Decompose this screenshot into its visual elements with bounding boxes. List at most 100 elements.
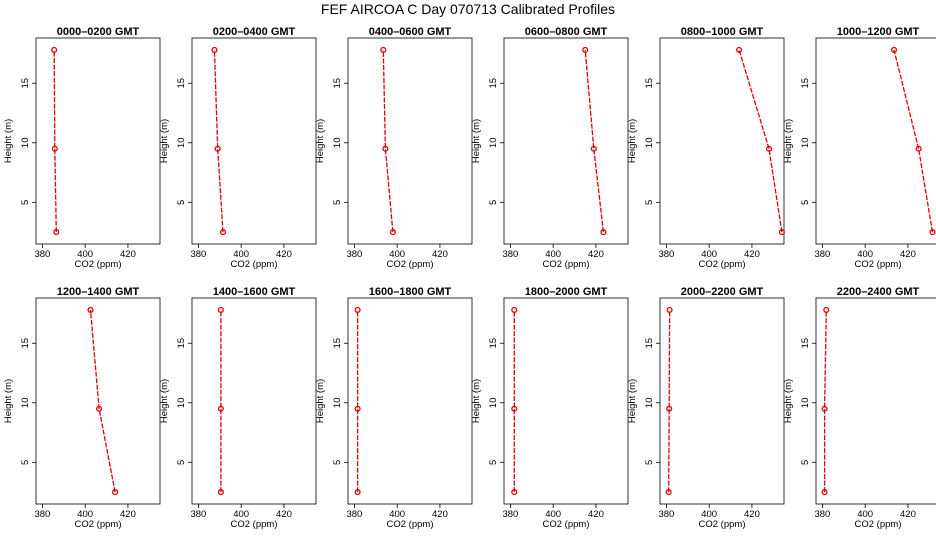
y-tick-label: 5 [644,200,655,205]
data-point [112,489,119,496]
y-tick-label: 10 [488,397,499,408]
panel: 1600–1800 GMT 380 400 420 5 10 15 CO2 (ppm) Heig… [315,286,473,530]
x-tick-label: 400 [857,249,873,260]
panels-grid: 0000–0200 GMT 380 400 420 5 10 15 CO2 (ppm) Heig… [3,26,936,530]
data-point [380,46,387,53]
profile-line [89,309,116,493]
x-tick-label: 420 [120,509,136,520]
y-axis-label: Height (m) [471,379,482,423]
profile-line [667,309,671,493]
y-tick-label: 5 [176,200,187,205]
y-tick-label: 15 [644,78,655,89]
y-axis-label: Height (m) [471,119,482,163]
plot-frame [815,297,936,505]
y-tick-label: 10 [800,397,811,408]
x-tick-label: 400 [701,249,717,260]
plot-frame [503,37,629,245]
data-point [765,145,773,152]
y-tick-label: 15 [800,78,811,89]
x-tick-label: 420 [900,249,916,260]
profile-line [893,49,934,233]
y-axis-label: Height (m) [3,119,14,163]
x-tick-label: 400 [389,249,405,260]
data-point [665,489,672,496]
x-axis-label: CO2 (ppm) [387,519,434,530]
data-point [600,229,607,236]
y-tick-label: 5 [800,200,811,205]
y-tick-label: 10 [176,397,187,408]
x-tick-label: 400 [77,249,93,260]
data-point [511,489,518,496]
y-tick-label: 10 [488,137,499,148]
data-point [823,306,830,313]
y-tick-label: 10 [644,397,655,408]
x-tick-label: 420 [588,509,604,520]
y-axis-label: Height (m) [159,379,170,423]
y-axis-label: Height (m) [627,379,638,423]
panel-title: 1400–1600 GMT [213,286,296,298]
y-tick-label: 15 [176,338,187,349]
y-tick-label: 5 [488,460,499,465]
x-axis-label: CO2 (ppm) [699,519,746,530]
x-axis-label: CO2 (ppm) [231,259,278,270]
data-point [51,145,58,152]
y-tick-label: 10 [332,397,343,408]
plot-frame [347,37,473,245]
panel-title: 0600–0800 GMT [525,26,608,38]
data-point [590,145,597,152]
x-axis-label: CO2 (ppm) [855,519,902,530]
panel-title: 1800–2000 GMT [525,286,608,298]
panel: 0000–0200 GMT 380 400 420 5 10 15 CO2 (ppm) Heig… [3,26,161,270]
x-tick-label: 380 [502,509,518,520]
panel-title: 2000–2200 GMT [681,286,764,298]
x-axis-label: CO2 (ppm) [699,259,746,270]
y-tick-label: 5 [20,200,31,205]
panel: 1800–2000 GMT 380 400 420 5 10 15 CO2 (ppm) Heig… [471,286,629,530]
plot-frame [191,37,317,245]
y-tick-label: 15 [488,338,499,349]
plot-frame [659,37,785,245]
plot-frame [35,297,161,505]
x-tick-label: 420 [432,249,448,260]
x-tick-label: 380 [190,509,206,520]
data-point [915,145,922,152]
x-tick-label: 420 [276,509,292,520]
x-tick-label: 400 [857,509,873,520]
x-tick-label: 420 [900,509,916,520]
plot-frame [503,297,629,505]
data-point [53,229,60,236]
y-tick-label: 10 [800,137,811,148]
x-axis-label: CO2 (ppm) [543,259,590,270]
panel-title: 2200–2400 GMT [837,286,920,298]
x-tick-label: 400 [233,509,249,520]
y-tick-label: 10 [644,137,655,148]
x-tick-label: 400 [77,509,93,520]
y-tick-label: 15 [332,78,343,89]
x-tick-label: 400 [233,249,249,260]
y-tick-label: 15 [332,338,343,349]
data-point [219,229,227,236]
y-tick-label: 5 [800,460,811,465]
x-tick-label: 380 [814,509,830,520]
data-point [821,405,828,412]
x-tick-label: 420 [588,249,604,260]
y-axis-label: Height (m) [783,379,794,423]
profile-line [382,49,394,233]
panel-title: 0800–1000 GMT [681,26,764,38]
data-point [217,405,224,412]
x-tick-label: 420 [120,249,136,260]
data-point [821,489,828,496]
x-tick-label: 420 [432,509,448,520]
data-point [778,229,785,236]
x-axis-label: CO2 (ppm) [231,519,278,530]
y-tick-label: 15 [488,78,499,89]
y-axis-label: Height (m) [783,119,794,163]
data-point [511,405,518,412]
x-tick-label: 380 [658,249,674,260]
x-tick-label: 420 [744,249,760,260]
profile-line [738,49,783,233]
x-tick-label: 380 [190,249,206,260]
data-point [51,46,58,53]
x-axis-label: CO2 (ppm) [75,259,122,270]
